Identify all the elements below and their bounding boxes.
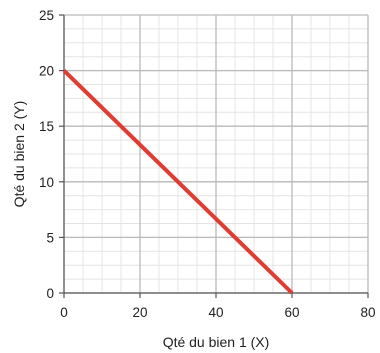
x-tick-label: 40 <box>208 305 223 320</box>
x-tick-label: 60 <box>284 305 299 320</box>
x-tick-label: 20 <box>132 305 147 320</box>
y-tick-label: 5 <box>46 230 54 245</box>
y-tick-label: 20 <box>39 64 54 79</box>
x-axis-label: Qté du bien 1 (X) <box>163 334 270 350</box>
y-tick-label: 15 <box>39 119 54 134</box>
series-group <box>62 69 294 295</box>
y-tick-label: 10 <box>39 175 54 190</box>
y-tick-labels: 0 5 10 15 20 25 <box>39 8 54 301</box>
series-line <box>62 69 294 295</box>
axes <box>59 14 369 298</box>
x-tick-label: 0 <box>60 305 68 320</box>
y-tick-label: 0 <box>46 286 54 301</box>
x-tick-label: 80 <box>360 305 375 320</box>
y-axis-label: Qté du bien 2 (Y) <box>11 101 27 208</box>
y-tick-label: 25 <box>39 8 54 23</box>
x-tick-labels: 0 20 40 60 80 <box>60 305 375 320</box>
